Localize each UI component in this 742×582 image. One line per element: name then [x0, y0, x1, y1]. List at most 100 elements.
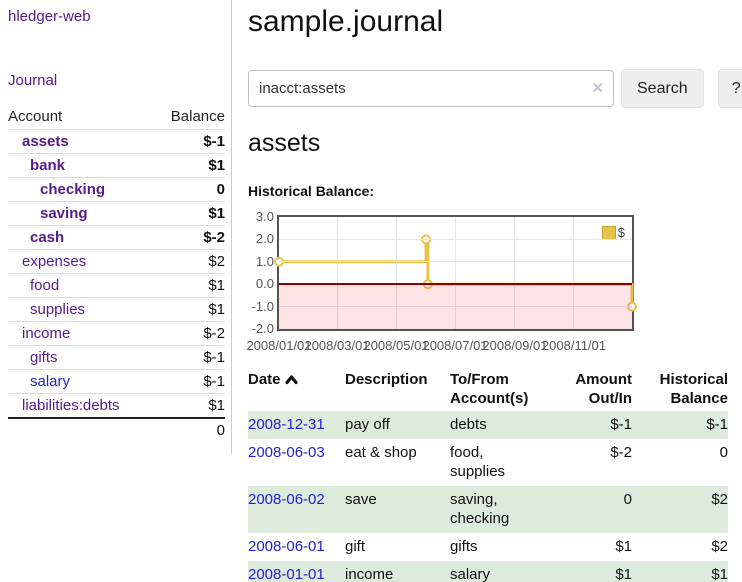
description-cell: pay off: [345, 416, 390, 433]
y-axis-tick-label: -2.0: [251, 321, 274, 336]
account-link-supplies[interactable]: supplies: [30, 301, 86, 318]
x-axis-tick-label: 2008/09/01: [482, 338, 548, 353]
search-help-button[interactable]: ?: [717, 69, 742, 108]
account-link-saving[interactable]: saving: [40, 205, 88, 222]
transaction-date-link[interactable]: 2008-06-02: [248, 491, 325, 508]
account-row: assets $-1: [8, 129, 225, 154]
account-balance: $1: [208, 157, 225, 174]
y-axis-tick-label: 2.0: [255, 231, 274, 247]
amount-cell: $1: [615, 538, 632, 555]
balance-cell: $-1: [706, 416, 728, 433]
search-input-wrap: ✕: [248, 70, 614, 107]
app-title: hledger-web: [8, 8, 231, 26]
search-input[interactable]: [248, 70, 614, 107]
y-axis-tick-label: -1.0: [251, 298, 274, 314]
x-axis-tick-label: 2008/05/01: [363, 338, 429, 353]
account-link-bank[interactable]: bank: [30, 157, 66, 174]
register-table: Date Description To/From Account(s) Amou…: [248, 368, 728, 582]
description-cell: save: [345, 491, 377, 508]
amount-column-header: Amount Out/In: [575, 371, 632, 407]
account-row: bank $1: [8, 153, 225, 178]
account-link-salary[interactable]: salary: [30, 373, 71, 390]
y-axis-tick-label: 1.0: [255, 253, 274, 269]
description-cell: eat & shop: [345, 444, 417, 461]
amount-cell: $-2: [610, 444, 632, 461]
search-button[interactable]: Search: [621, 69, 704, 108]
x-axis-tick-label: 2008/03/01: [304, 338, 370, 353]
page-title: sample.journal: [248, 5, 444, 38]
amount-cell: $1: [615, 566, 632, 582]
balance-cell: 0: [719, 444, 728, 461]
account-link-gifts[interactable]: gifts: [30, 349, 58, 366]
journal-link[interactable]: Journal: [8, 72, 58, 89]
account-balance: 0: [216, 181, 225, 198]
search-form: ✕ Search ?: [248, 69, 742, 108]
account-balance: $-2: [203, 325, 225, 342]
accounts-cell: debts: [450, 416, 487, 433]
account-link-assets[interactable]: assets: [22, 133, 69, 150]
account-row: gifts $-1: [8, 345, 225, 370]
account-link-checking[interactable]: checking: [40, 181, 106, 198]
account-link-expenses[interactable]: expenses: [22, 253, 87, 270]
legend-swatch-icon: [601, 225, 616, 240]
account-row: checking 0: [8, 177, 225, 202]
chart-legend: $: [601, 225, 625, 240]
accounts-cell: saving, checking: [450, 491, 510, 527]
journal-nav: Journal: [8, 72, 231, 90]
transaction-date-link[interactable]: 2008-01-01: [248, 566, 325, 582]
date-column-header[interactable]: Date: [248, 368, 345, 411]
balance-column-header: Historical Balance: [659, 371, 728, 407]
account-row: income $-2: [8, 321, 225, 346]
main-content: sample.journal ✕ Search ? assets Histori…: [233, 0, 742, 582]
register-row: 2008-06-02 save saving, checking 0 $2: [248, 486, 728, 533]
account-balance: $-1: [203, 373, 225, 390]
accounts-header-row: Account Balance: [8, 105, 225, 130]
clear-search-icon[interactable]: ✕: [591, 80, 604, 97]
account-balance: $-1: [203, 133, 225, 150]
accounts-cell: gifts: [450, 538, 478, 555]
x-axis-tick-label: 2008/07/01: [422, 338, 488, 353]
account-link-income[interactable]: income: [22, 325, 71, 342]
sidebar: hledger-web Journal Account Balance asse…: [0, 0, 232, 454]
transaction-date-link[interactable]: 2008-12-31: [248, 416, 325, 433]
account-heading: assets: [248, 129, 321, 157]
historical-balance-chart: $ 3.0 2.0 1.0 0.0 -1.0 -2.0 2008/01/01 2008/03/…: [246, 208, 688, 356]
accounts-column-header: To/From Account(s): [450, 371, 529, 407]
account-balance: $1: [208, 205, 225, 222]
description-cell: gift: [345, 538, 366, 555]
account-column-header: Account: [8, 108, 63, 125]
accounts-cell: salary: [450, 566, 491, 582]
account-row: cash $-2: [8, 225, 225, 250]
historical-balance-label: Historical Balance:: [248, 183, 375, 199]
account-link-liabilities-debts[interactable]: liabilities:debts: [22, 397, 120, 414]
register-row: 2008-06-01 gift gifts $1 $2: [248, 533, 728, 561]
accounts-total-value: 0: [216, 422, 225, 439]
legend-label: $: [617, 225, 625, 240]
transaction-date-link[interactable]: 2008-06-01: [248, 538, 325, 555]
x-axis-tick-label: 2008/01/01: [246, 338, 312, 353]
register-row: 2008-01-01 income salary $1 $1: [248, 561, 728, 582]
account-balance: $1: [208, 397, 225, 414]
register-row: 2008-12-31 pay off debts $-1 $-1: [248, 411, 728, 439]
account-balance: $1: [208, 277, 225, 294]
account-link-food[interactable]: food: [30, 277, 60, 294]
account-row: liabilities:debts $1: [8, 393, 225, 419]
description-cell: income: [345, 566, 394, 582]
balance-cell: $2: [711, 538, 728, 555]
account-row: saving $1: [8, 201, 225, 226]
account-row: supplies $1: [8, 297, 225, 322]
account-balance: $2: [208, 253, 225, 270]
balance-cell: $1: [711, 566, 728, 582]
account-balance: $1: [208, 301, 225, 318]
y-axis-tick-label: 3.0: [255, 209, 274, 224]
chart-plot: $: [274, 215, 637, 331]
register-row: 2008-06-03 eat & shop food, supplies $-2…: [248, 439, 728, 486]
account-row: food $1: [8, 273, 225, 298]
transaction-date-link[interactable]: 2008-06-03: [248, 444, 325, 461]
account-row: salary $-1: [8, 369, 225, 394]
account-link-cash[interactable]: cash: [30, 229, 65, 246]
x-axis-tick-label: 2008/11/01: [541, 338, 607, 353]
app-title-link[interactable]: hledger-web: [8, 8, 91, 25]
balance-cell: $2: [711, 491, 728, 508]
